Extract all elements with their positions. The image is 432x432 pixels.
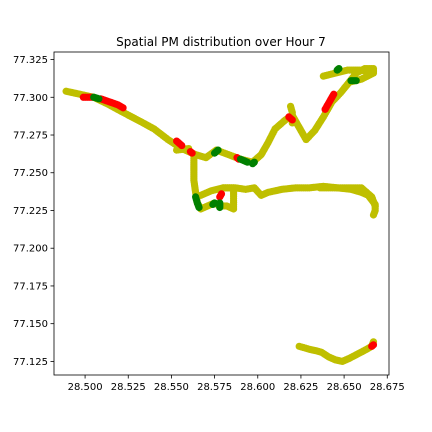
x-axis: 28.500 28.525 28.550 28.575 28.600 28.625 28.6… <box>68 375 405 393</box>
y-tick-label: 77.325 <box>13 55 48 66</box>
x-tick-label: 28.550 <box>154 382 189 393</box>
y-tick-label: 77.275 <box>13 131 48 142</box>
data-point <box>371 202 379 210</box>
data-point <box>217 190 226 198</box>
data-point <box>352 77 360 85</box>
chart-title: Spatial PM distribution over Hour 7 <box>116 35 326 49</box>
data-point <box>250 158 258 166</box>
data-point <box>368 68 376 76</box>
data-point <box>286 102 295 110</box>
plot-frame <box>53 51 390 376</box>
y-tick-label: 77.250 <box>13 168 48 179</box>
data-point <box>195 203 203 212</box>
y-axis: 77.125 77.150 77.175 77.200 77.225 77.250 77.2… <box>13 55 54 368</box>
data-point <box>95 95 103 103</box>
x-tick-label: 28.650 <box>327 382 362 393</box>
y-tick-label: 77.150 <box>13 319 48 330</box>
y-tick-label: 77.200 <box>13 244 48 255</box>
data-point <box>330 90 338 98</box>
y-tick-label: 77.175 <box>13 281 48 292</box>
x-tick-label: 28.525 <box>111 382 146 393</box>
data-point <box>119 104 127 112</box>
data-point <box>214 146 222 154</box>
y-tick-label: 77.225 <box>13 206 48 217</box>
x-tick-label: 28.600 <box>240 382 275 393</box>
data-point <box>216 199 224 207</box>
data-point <box>335 65 343 73</box>
y-tick-label: 77.300 <box>13 93 48 104</box>
x-tick-label: 28.675 <box>370 382 405 393</box>
series-green <box>90 65 360 212</box>
data-point <box>369 211 378 219</box>
x-tick-label: 28.500 <box>68 382 103 393</box>
data-point <box>178 141 186 150</box>
data-point <box>188 149 196 157</box>
data-point <box>369 341 378 349</box>
data-point <box>288 116 296 124</box>
y-tick-label: 77.125 <box>13 357 48 368</box>
x-tick-label: 28.625 <box>283 382 318 393</box>
x-tick-label: 28.575 <box>197 382 232 393</box>
data-points <box>62 65 379 366</box>
series-red <box>79 90 378 350</box>
